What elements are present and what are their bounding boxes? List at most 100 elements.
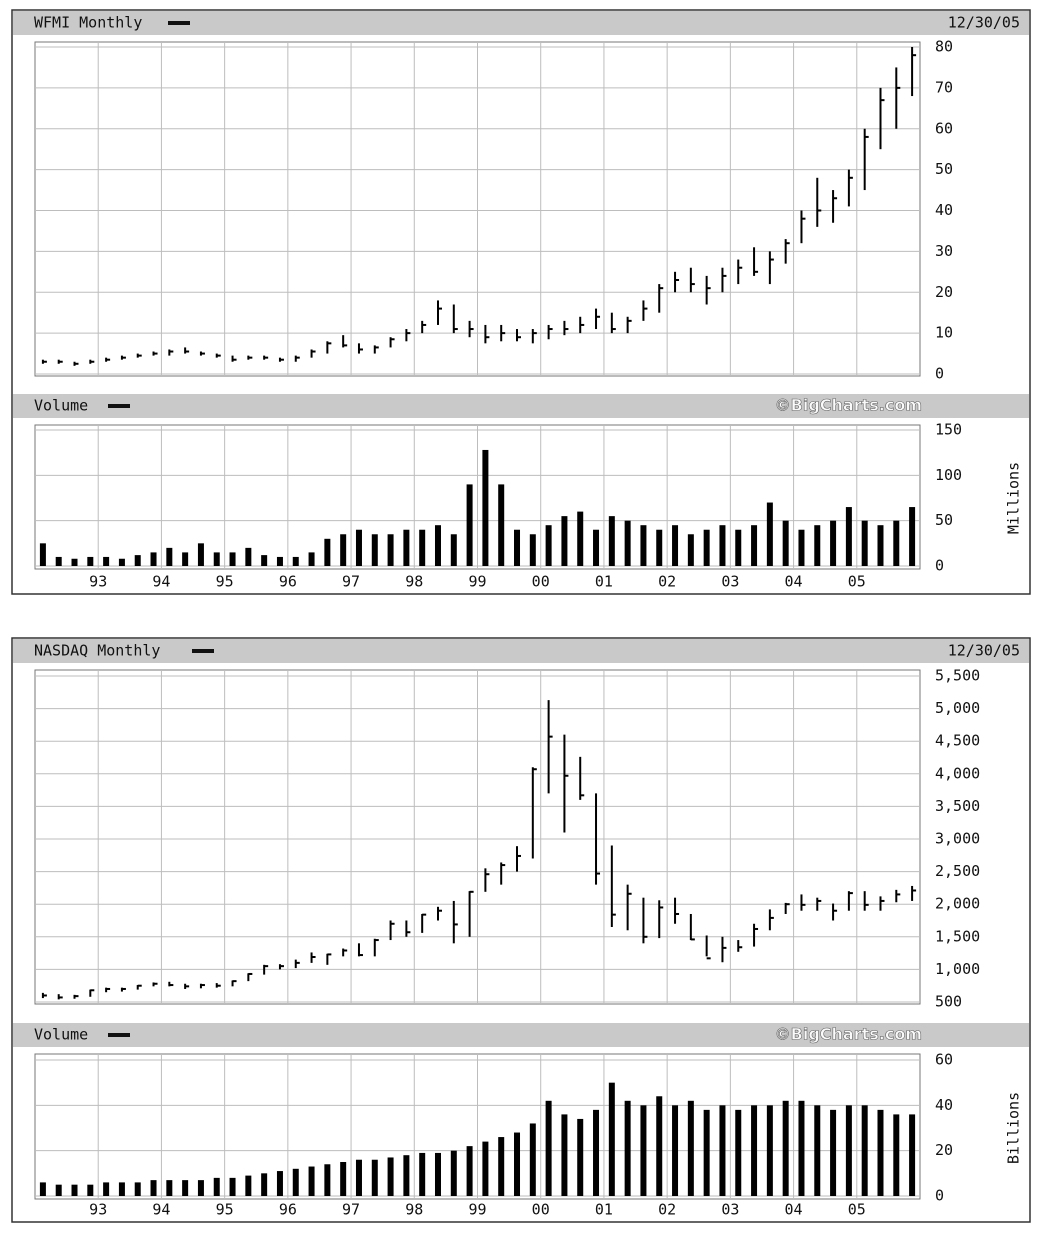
y-tick-label: 500 bbox=[935, 993, 962, 1011]
volume-bar bbox=[166, 1180, 173, 1196]
volume-bar bbox=[814, 525, 821, 566]
volume-bar bbox=[434, 525, 441, 566]
volume-bar bbox=[877, 525, 884, 566]
x-tick-label: 02 bbox=[658, 573, 676, 591]
volume-bar bbox=[608, 516, 615, 566]
x-tick-label: 94 bbox=[152, 573, 170, 591]
volume-bar bbox=[656, 1096, 663, 1196]
volume-bar bbox=[845, 507, 852, 566]
volume-bar bbox=[640, 525, 647, 566]
volume-bar bbox=[245, 1175, 252, 1196]
volume-title: Volume bbox=[34, 397, 88, 415]
header-bar bbox=[13, 639, 1029, 663]
volume-bar bbox=[893, 520, 900, 566]
volume-bar bbox=[324, 538, 331, 566]
y-tick-label: 0 bbox=[935, 557, 944, 575]
x-tick-label: 97 bbox=[342, 1201, 360, 1219]
volume-bar bbox=[261, 1173, 268, 1196]
volume-bar bbox=[450, 1150, 457, 1196]
volume-bar bbox=[276, 556, 283, 566]
volume-bar bbox=[751, 1105, 758, 1196]
x-tick-label: 94 bbox=[152, 1201, 170, 1219]
x-tick-label: 05 bbox=[848, 1201, 866, 1219]
volume-bar bbox=[466, 1146, 473, 1196]
volume-bar bbox=[498, 484, 505, 566]
title-dash bbox=[108, 1033, 130, 1037]
volume-bar bbox=[292, 556, 299, 566]
volume-bar bbox=[55, 1184, 62, 1196]
y-tick-label: 0 bbox=[935, 1187, 944, 1205]
volume-bar bbox=[893, 1114, 900, 1196]
volume-bar bbox=[166, 547, 173, 566]
y-tick-label: 60 bbox=[935, 119, 953, 137]
x-tick-label: 04 bbox=[785, 573, 803, 591]
volume-bar bbox=[87, 1184, 94, 1196]
volume-bar bbox=[782, 520, 789, 566]
x-tick-label: 96 bbox=[279, 573, 297, 591]
y-tick-label: 2,000 bbox=[935, 895, 980, 913]
volume-bar bbox=[103, 1182, 110, 1196]
volume-bar bbox=[782, 1100, 789, 1196]
x-tick-label: 95 bbox=[216, 1201, 234, 1219]
x-tick-label: 93 bbox=[89, 1201, 107, 1219]
x-tick-label: 93 bbox=[89, 573, 107, 591]
volume-bar bbox=[624, 520, 631, 566]
y-tick-label: 4,000 bbox=[935, 764, 980, 782]
y-tick-label: 20 bbox=[935, 1141, 953, 1159]
x-tick-label: 96 bbox=[279, 1201, 297, 1219]
x-tick-label: 00 bbox=[532, 573, 550, 591]
volume-bar bbox=[593, 1109, 600, 1196]
y-tick-label: 100 bbox=[935, 466, 962, 484]
volume-bar bbox=[830, 1109, 837, 1196]
y-tick-label: 5,000 bbox=[935, 699, 980, 717]
x-tick-label: 02 bbox=[658, 1201, 676, 1219]
volume-bar bbox=[419, 1152, 426, 1196]
y-tick-label: 50 bbox=[935, 511, 953, 529]
volume-bar bbox=[229, 552, 236, 566]
volume-bar bbox=[687, 1100, 694, 1196]
volume-bar bbox=[830, 520, 837, 566]
y-tick-label: 40 bbox=[935, 201, 953, 219]
y-tick-label: 60 bbox=[935, 1051, 953, 1069]
x-tick-label: 98 bbox=[405, 573, 423, 591]
volume-bar bbox=[355, 1159, 362, 1196]
volume-bar bbox=[861, 520, 868, 566]
y-tick-label: 40 bbox=[935, 1096, 953, 1114]
volume-bar bbox=[735, 529, 742, 566]
volume-bar bbox=[292, 1168, 299, 1196]
volume-bar bbox=[340, 1162, 347, 1196]
volume-bar bbox=[403, 1155, 410, 1196]
volume-bar bbox=[561, 516, 568, 566]
y-tick-label: 5,500 bbox=[935, 667, 980, 685]
volume-bar bbox=[71, 1184, 78, 1196]
y-tick-label: 3,000 bbox=[935, 830, 980, 848]
volume-bar bbox=[324, 1164, 331, 1196]
volume-bar bbox=[482, 449, 489, 566]
volume-bar bbox=[529, 534, 536, 566]
volume-bar bbox=[687, 534, 694, 566]
header-bar bbox=[13, 11, 1029, 35]
volume-bar bbox=[118, 558, 125, 566]
volume-bar bbox=[909, 1114, 916, 1196]
x-tick-label: 05 bbox=[848, 573, 866, 591]
volume-bar bbox=[355, 529, 362, 566]
volume-bar bbox=[561, 1114, 568, 1196]
volume-bar bbox=[39, 543, 46, 566]
volume-bar bbox=[308, 552, 315, 566]
title-dash bbox=[168, 21, 190, 25]
x-tick-label: 01 bbox=[595, 1201, 613, 1219]
header-bar bbox=[13, 1023, 1029, 1047]
volume-bar bbox=[39, 1182, 46, 1196]
y-tick-label: 150 bbox=[935, 421, 962, 439]
volume-bar bbox=[798, 1100, 805, 1196]
volume-bar bbox=[514, 1132, 521, 1196]
volume-bar bbox=[909, 507, 916, 566]
x-tick-label: 99 bbox=[468, 1201, 486, 1219]
x-tick-label: 03 bbox=[721, 1201, 739, 1219]
volume-bar bbox=[624, 1100, 631, 1196]
chart-title: WFMI Monthly bbox=[34, 14, 142, 32]
volume-bar bbox=[545, 1100, 552, 1196]
volume-bar bbox=[577, 511, 584, 566]
volume-bar bbox=[719, 1105, 726, 1196]
